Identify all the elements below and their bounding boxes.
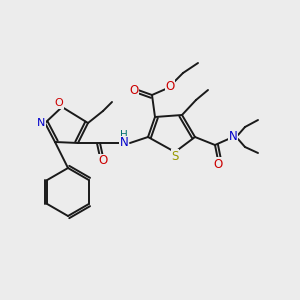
Text: O: O bbox=[213, 158, 223, 170]
Text: N: N bbox=[229, 130, 237, 143]
Text: O: O bbox=[165, 80, 175, 92]
Text: O: O bbox=[55, 98, 63, 108]
Text: O: O bbox=[129, 83, 139, 97]
Text: S: S bbox=[171, 149, 179, 163]
Text: O: O bbox=[98, 154, 108, 167]
Text: N: N bbox=[37, 118, 45, 128]
Text: H: H bbox=[120, 130, 128, 140]
Text: N: N bbox=[120, 136, 128, 149]
